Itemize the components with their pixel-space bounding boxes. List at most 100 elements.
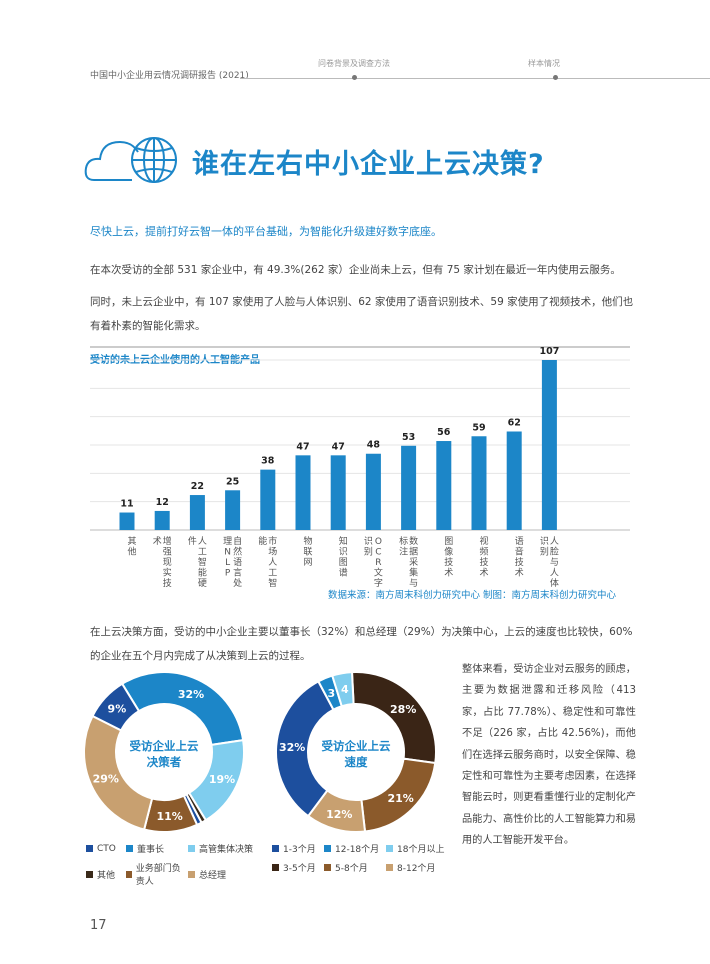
donut-center-decision: 受访企业上云 决策者 xyxy=(114,738,214,770)
bar-value-label: 47 xyxy=(332,441,345,452)
legend-item: 18个月以上 xyxy=(386,842,452,855)
legend-label: 1-3个月 xyxy=(283,845,316,855)
bar xyxy=(436,441,452,530)
legend-swatch xyxy=(324,864,331,871)
header-divider xyxy=(240,78,710,79)
legend-item: 1-3个月 xyxy=(272,842,324,855)
legend-speed: 1-3个月 12-18个月 18个月以上 3-5个月 5-8个月 8-12个月 xyxy=(272,842,452,874)
bar xyxy=(365,453,381,530)
donut-slice xyxy=(120,671,245,746)
bar-value-label: 25 xyxy=(226,476,239,487)
donut-center-line: 受访企业上云 xyxy=(129,739,199,753)
paragraph-1: 在本次受访的全部 531 家企业中，有 49.3%(262 家）企业尚未上云，但… xyxy=(90,264,621,276)
category-label: 视频技术 xyxy=(479,535,488,579)
category-label: 物联网 xyxy=(303,535,312,568)
legend-item: 8-12个月 xyxy=(386,861,452,874)
donut-slice-label: 3 xyxy=(328,687,336,700)
category-label: 图像技术 xyxy=(444,536,453,579)
legend-swatch xyxy=(188,870,195,878)
legend-label: 18个月以上 xyxy=(397,845,445,855)
donut-slice xyxy=(275,680,335,818)
category-label: 语音技术 xyxy=(515,536,524,579)
legend-swatch xyxy=(86,845,93,852)
bar xyxy=(260,469,276,530)
bar-value-label: 56 xyxy=(437,427,451,438)
bar xyxy=(471,436,487,530)
donut-center-line: 决策者 xyxy=(146,755,182,769)
bar-value-label: 22 xyxy=(191,481,204,492)
paragraph-2: 同时，未上云企业中，有 107 家使用了人脸与人体识别、62 家使用了语音识别技… xyxy=(90,296,634,332)
category-label: 能 xyxy=(258,535,267,547)
bar xyxy=(189,495,205,530)
donut-chart-speed: 28% 21% 12% 32% 3 4 xyxy=(275,671,437,833)
legend-label: 12-18个月 xyxy=(335,845,380,855)
legend-swatch xyxy=(126,870,132,878)
donut-slice xyxy=(331,671,355,708)
legend-label: 高管集体决策 xyxy=(199,845,254,855)
donut-slice-label: 21% xyxy=(387,792,413,805)
legend-item: 总经理 xyxy=(188,861,276,887)
donut-slice-label: 4 xyxy=(341,683,349,696)
donut-slice-label: 32% xyxy=(279,741,305,754)
legend-item: 5-8个月 xyxy=(324,861,386,874)
legend-swatch xyxy=(324,845,331,852)
nav-item-background[interactable]: 问卷背景及调查方法 xyxy=(318,59,390,68)
legend-item: 董事长 xyxy=(126,842,188,855)
legend-label: 5-8个月 xyxy=(335,864,368,874)
donut-slice-label: 32% xyxy=(178,688,204,701)
bar xyxy=(119,512,135,530)
bar xyxy=(541,360,557,530)
donut-slice-label: 9% xyxy=(108,703,127,716)
nav-dot xyxy=(553,75,558,80)
legend-swatch xyxy=(386,864,393,871)
legend-label: 总经理 xyxy=(199,870,227,881)
bar xyxy=(401,445,417,530)
category-label: 识别 xyxy=(540,536,549,558)
legend-label: 其他 xyxy=(97,870,116,881)
bar-value-label: 107 xyxy=(539,346,559,357)
legend-item: 高管集体决策 xyxy=(188,842,276,855)
category-label: 标注 xyxy=(399,535,408,558)
legend-swatch xyxy=(188,845,195,852)
legend-label: 董事长 xyxy=(137,845,165,855)
category-label: 人工智能硬 xyxy=(198,536,207,589)
legend-swatch xyxy=(86,870,93,878)
bar-value-label: 59 xyxy=(472,422,485,433)
category-label: 人脸与人体 xyxy=(550,536,559,589)
cloud-globe-icon xyxy=(84,137,177,183)
donut-center-speed: 受访企业上云 速度 xyxy=(306,738,406,770)
legend-swatch xyxy=(126,845,133,852)
category-label: 自然语言处 xyxy=(233,535,242,589)
donut-slice xyxy=(91,682,141,732)
category-label: 数据采集与 xyxy=(409,535,418,589)
bar xyxy=(295,455,311,530)
legend-swatch xyxy=(272,864,279,871)
legend-item: CTO xyxy=(86,842,126,855)
subtitle: 尽快上云，提前打好云智一体的平台基础，为智能化升级建好数字底座。 xyxy=(90,225,442,238)
nav-dot xyxy=(352,75,357,80)
category-label: 市场人工智 xyxy=(268,535,277,589)
nav-item-sample[interactable]: 样本情况 xyxy=(528,59,560,68)
bar xyxy=(506,431,522,530)
chart-source: 数据来源：南方周末科创力研究中心 制图：南方周末科创力研究中心 xyxy=(328,590,617,601)
page-title: 谁在左右中小企业上云决策? xyxy=(192,149,545,180)
legend-label: 业务部门负责人 xyxy=(135,864,181,887)
paragraph-3: 在上云决策方面，受访的中小企业主要以董事长（32%）和总经理（29%）为决策中心… xyxy=(90,626,633,662)
bar-value-label: 12 xyxy=(156,497,169,508)
donut-slice-label: 19% xyxy=(209,773,235,786)
legend-label: 8-12个月 xyxy=(397,864,436,874)
bar-value-label: 53 xyxy=(402,432,415,443)
donut-slice-label: 11% xyxy=(156,810,182,823)
category-label: 其他 xyxy=(127,536,136,558)
legend-swatch xyxy=(386,845,393,852)
legend-item: 业务部门负责人 xyxy=(126,861,188,887)
report-title: 中国中小企业用云情况调研报告 (2021) xyxy=(90,71,249,81)
donut-center-line: 速度 xyxy=(344,755,368,769)
page-number: 17 xyxy=(90,918,107,933)
legend-label: 3-5个月 xyxy=(283,864,316,874)
donut-slice-label: 29% xyxy=(93,772,119,785)
bar-value-label: 11 xyxy=(120,499,133,510)
legend-swatch xyxy=(272,845,279,852)
